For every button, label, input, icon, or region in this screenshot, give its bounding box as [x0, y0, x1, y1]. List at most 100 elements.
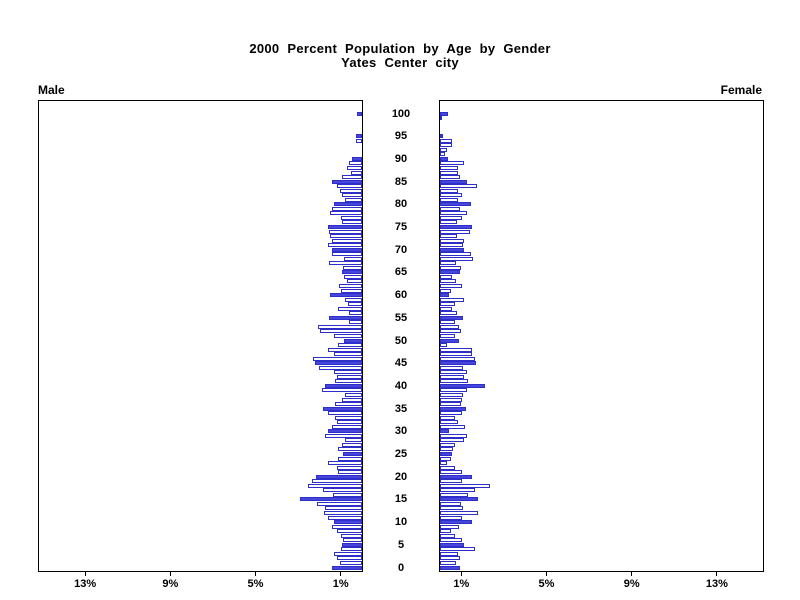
female-bar: [440, 456, 452, 461]
female-bar: [440, 220, 457, 225]
male-bar: [336, 184, 362, 189]
male-bar: [331, 424, 362, 429]
female-bar: [440, 347, 473, 352]
male-bar: [342, 542, 362, 547]
female-bar: [440, 215, 462, 220]
percent-tick-label: 5%: [538, 578, 555, 590]
male-bar: [350, 170, 362, 175]
female-bar: [440, 138, 452, 143]
male-bar: [327, 243, 362, 248]
female-bar: [440, 188, 459, 193]
male-bar: [327, 429, 362, 434]
female-bar: [440, 452, 452, 456]
percent-tick-label: 9%: [623, 578, 640, 590]
female-bar: [440, 483, 491, 488]
male-bar: [324, 383, 362, 388]
male-bar: [343, 256, 362, 261]
age-tick-label: 40: [394, 379, 408, 392]
male-bar: [344, 197, 362, 202]
male-bar: [332, 247, 362, 252]
female-bar: [440, 229, 471, 234]
male-bar: [308, 483, 362, 488]
male-bar: [323, 488, 362, 493]
age-tick-label: 90: [394, 152, 408, 165]
female-bar: [440, 116, 443, 121]
male-bar: [340, 215, 362, 220]
female-bar: [440, 379, 469, 384]
male-bar: [332, 179, 362, 184]
female-bar: [440, 415, 456, 420]
male-bar: [342, 265, 362, 270]
male-bar: [334, 520, 362, 525]
female-bar: [440, 306, 453, 311]
female-bar: [440, 147, 447, 152]
age-axis: 100 95 90 85 80 75 70 65 60 55 50 45 40 35 30 25 20 15 10 5…: [363, 0, 439, 600]
female-bar: [440, 515, 462, 520]
percent-tick-label: 1%: [332, 578, 349, 590]
female-bar: [440, 492, 468, 497]
male-bar: [333, 202, 362, 207]
male-bar: [327, 347, 362, 352]
male-bar: [336, 420, 362, 425]
male-bar: [330, 293, 362, 298]
female-bar: [440, 315, 464, 320]
male-bar: [332, 252, 362, 257]
female-bar: [440, 370, 467, 375]
female-bar: [440, 252, 472, 257]
female-bar: [440, 501, 462, 506]
age-tick-label: 35: [394, 402, 408, 415]
male-bar: [319, 365, 362, 370]
female-bar: [440, 529, 452, 534]
female-bar: [440, 184, 477, 189]
female-bar: [440, 243, 464, 248]
male-bar: [340, 533, 362, 538]
percent-tick: [716, 571, 718, 576]
chart-title-line1: 2000 Percent Population by Age by Gender: [249, 41, 551, 56]
female-bar: [440, 551, 458, 556]
female-bar: [440, 388, 467, 393]
age-tick-label: 25: [394, 448, 408, 460]
male-bar: [338, 447, 362, 452]
female-bar: [440, 152, 446, 157]
male-bar: [340, 288, 362, 293]
female-bar: [440, 511, 479, 516]
chart-title-line2: Yates Center city: [341, 55, 459, 70]
male-bar: [334, 333, 362, 338]
female-bar: [440, 442, 456, 447]
female-bar: [440, 433, 467, 438]
male-bar: [329, 229, 362, 234]
male-bar: [336, 529, 362, 534]
percent-tick-label: 1%: [453, 578, 470, 590]
female-bar: [440, 356, 476, 361]
age-tick-label: 85: [394, 175, 408, 188]
percent-tick: [84, 571, 86, 576]
female-bar: [440, 225, 473, 229]
male-bar: [338, 456, 362, 461]
percent-tick: [631, 571, 633, 576]
female-bar: [440, 338, 459, 343]
male-bar: [332, 206, 362, 211]
male-bar: [329, 315, 362, 320]
male-bar: [332, 565, 362, 570]
female-bar: [440, 524, 459, 529]
male-bar: [338, 284, 362, 289]
male-bar: [329, 234, 362, 239]
male-bar: [316, 474, 362, 479]
female-bar: [440, 420, 458, 425]
female-bar: [440, 284, 462, 289]
male-bar: [342, 442, 362, 447]
male-bar: [312, 479, 362, 484]
female-bar: [440, 202, 471, 207]
female-bar: [440, 560, 456, 565]
age-tick-label: 65: [394, 266, 408, 279]
female-label: Female: [720, 83, 762, 97]
female-bar: [440, 234, 457, 239]
female-bar: [440, 197, 459, 202]
female-bar: [440, 424, 466, 429]
female-bar: [440, 343, 447, 348]
female-bar: [440, 565, 461, 570]
female-bar: [440, 134, 444, 139]
male-bar: [331, 238, 362, 243]
age-tick-label: 0: [397, 561, 405, 574]
male-bar: [341, 175, 362, 180]
